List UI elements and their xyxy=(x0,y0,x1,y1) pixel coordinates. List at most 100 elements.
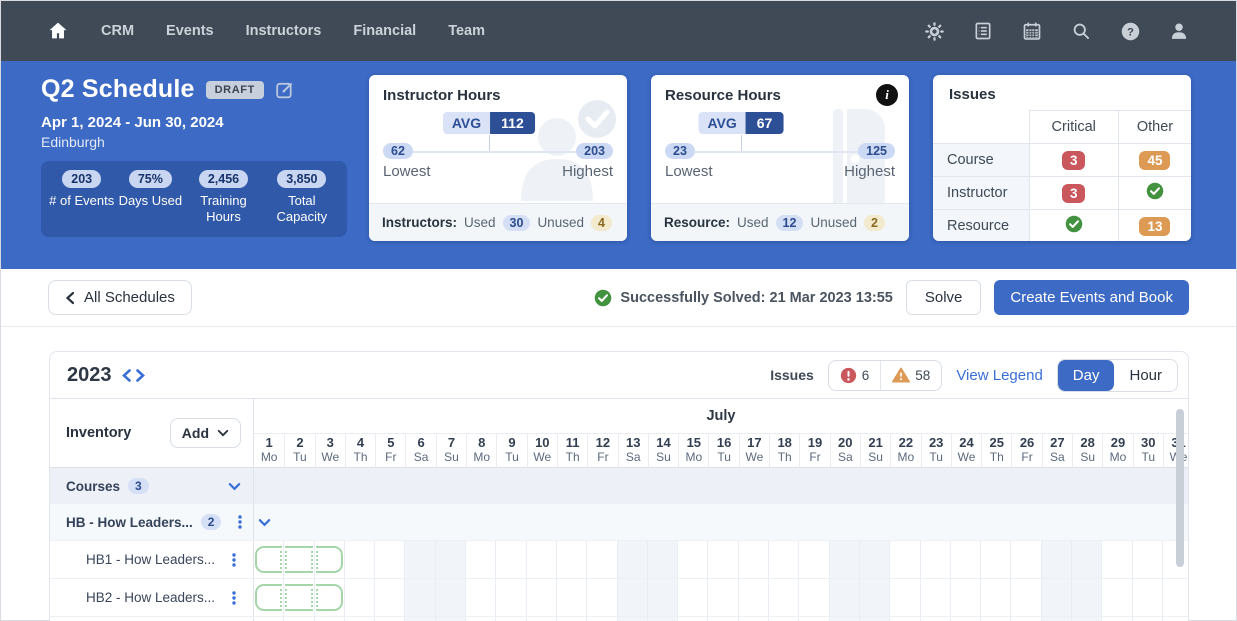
day-cell xyxy=(769,579,800,616)
event-block[interactable] xyxy=(255,546,346,573)
day-weekday: Tu xyxy=(929,449,943,464)
group-row-courses[interactable]: Courses 3 xyxy=(50,468,1188,504)
event-block[interactable] xyxy=(255,584,346,611)
kebab-icon[interactable] xyxy=(223,549,245,571)
solve-button[interactable]: Solve xyxy=(905,280,982,315)
chevron-down-icon[interactable] xyxy=(253,511,275,533)
nav-item-instructors[interactable]: Instructors xyxy=(245,23,322,39)
add-button[interactable]: Add xyxy=(169,418,241,448)
calendar-icon[interactable] xyxy=(1021,20,1043,42)
day-column-header: 27 Sa xyxy=(1041,434,1072,467)
day-cell xyxy=(647,579,679,616)
day-column-header: 2 Tu xyxy=(284,434,314,467)
next-year-icon[interactable] xyxy=(134,366,148,384)
footer-label: Instructors: xyxy=(382,215,458,230)
days-header: July 1 Mo 2 Tu 3 We 4 Th 5 Fr 6 Sa 7 Su 8 Mo 9 Tu 10 We 11 Th… xyxy=(254,399,1188,468)
chevron-down-icon xyxy=(217,429,229,437)
day-weekday: Mo xyxy=(473,449,491,464)
day-weekday: Sa xyxy=(1050,449,1065,464)
day-number: 16 xyxy=(716,435,732,450)
nav-item-crm[interactable]: CRM xyxy=(101,23,135,39)
user-icon[interactable] xyxy=(1168,20,1190,42)
critical-issues-filter[interactable]: 6 xyxy=(829,361,881,390)
day-cell xyxy=(284,617,315,621)
day-cell xyxy=(890,617,921,621)
edit-icon[interactable] xyxy=(275,80,295,100)
day-cell xyxy=(315,579,345,616)
day-column-header: 10 We xyxy=(526,434,557,467)
toggle-day[interactable]: Day xyxy=(1057,359,1115,391)
action-toolbar: All Schedules Successfully Solved: 21 Ma… xyxy=(1,269,1236,327)
group-row-hb[interactable]: HB - How Leaders... 2 xyxy=(50,504,1188,540)
toggle-hour[interactable]: Hour xyxy=(1114,359,1177,391)
issues-cell: 13 xyxy=(1117,209,1191,241)
report-icon[interactable] xyxy=(972,20,994,42)
kebab-icon[interactable] xyxy=(223,587,245,609)
help-icon[interactable]: ? xyxy=(1119,20,1141,42)
day-cell xyxy=(859,579,891,616)
home-icon[interactable] xyxy=(47,20,69,42)
status-text: Successfully Solved: 21 Mar 2023 13:55 xyxy=(620,289,893,306)
info-icon[interactable]: i xyxy=(876,84,898,106)
day-number: 21 xyxy=(868,435,883,450)
nav-item-events[interactable]: Events xyxy=(166,23,214,39)
avg-value: 112 xyxy=(490,112,535,134)
inventory-item-row: HB2 - How Leaders... xyxy=(50,578,1188,616)
event-segment xyxy=(285,546,313,573)
day-cell xyxy=(859,617,891,621)
issues-cell: 3 xyxy=(1028,176,1119,210)
lowest-label: Lowest xyxy=(383,163,431,180)
day-column-header: 19 Fr xyxy=(799,434,829,467)
prev-year-icon[interactable] xyxy=(120,366,134,384)
day-column-header: 17 We xyxy=(738,434,769,467)
used-label: Used xyxy=(737,215,769,230)
day-weekday: We xyxy=(745,449,764,464)
inventory-item-row: HB1 - How Leaders... xyxy=(50,540,1188,578)
day-weekday: Mo xyxy=(1109,449,1127,464)
day-weekday: Tu xyxy=(1141,449,1156,464)
nav-item-financial[interactable]: Financial xyxy=(353,23,417,39)
settings-icon[interactable] xyxy=(923,20,945,42)
warning-issues-filter[interactable]: 58 xyxy=(880,360,941,390)
resource-hours-card: i Resource Hours AVG 67 23 125 Lowest Hi… xyxy=(651,75,909,241)
avg-tick xyxy=(740,135,742,152)
kebab-icon[interactable] xyxy=(229,511,251,533)
day-column-header: 22 Mo xyxy=(890,434,920,467)
day-weekday: Su xyxy=(1080,449,1095,464)
day-cell xyxy=(1102,541,1133,578)
day-number: 26 xyxy=(1019,435,1035,450)
view-legend-link[interactable]: View Legend xyxy=(956,366,1043,384)
day-cell xyxy=(617,579,648,616)
day-cell xyxy=(345,541,376,578)
stat-value: 3,850 xyxy=(277,170,327,188)
create-events-button[interactable]: Create Events and Book xyxy=(994,280,1189,315)
day-cell xyxy=(557,541,588,578)
day-cell xyxy=(375,579,406,616)
item-row-header: HB1 - How Leaders... xyxy=(50,541,254,578)
day-column-header: 15 Mo xyxy=(678,434,708,467)
search-icon[interactable] xyxy=(1070,20,1092,42)
day-cell xyxy=(1041,617,1073,621)
avg-label: AVG xyxy=(698,112,746,134)
day-weekday: Tu xyxy=(505,449,519,464)
group-icons xyxy=(229,511,275,533)
vertical-scrollbar[interactable] xyxy=(1176,409,1184,567)
instructor-hours-card: Instructor Hours AVG 112 62 203 Lowest H… xyxy=(369,75,627,241)
issues-label: Issues xyxy=(770,367,814,383)
day-number: 11 xyxy=(565,435,580,450)
day-number: 23 xyxy=(928,435,944,450)
day-weekday: Th xyxy=(565,449,580,464)
instructor-usage-footer: Instructors: Used 30 Unused 4 xyxy=(369,203,627,241)
day-number: 25 xyxy=(989,435,1004,450)
chevron-down-icon[interactable] xyxy=(223,475,245,497)
stat-3: 3,850 Total Capacity xyxy=(265,170,339,226)
day-number: 15 xyxy=(686,435,702,450)
day-weekday: Sa xyxy=(625,449,641,464)
day-cell xyxy=(859,541,891,578)
day-cell xyxy=(557,617,588,621)
nav-item-team[interactable]: Team xyxy=(448,23,486,39)
day-number: 17 xyxy=(747,435,762,450)
day-column-header: 26 Fr xyxy=(1011,434,1041,467)
day-cell xyxy=(1163,579,1188,616)
all-schedules-button[interactable]: All Schedules xyxy=(48,280,192,315)
